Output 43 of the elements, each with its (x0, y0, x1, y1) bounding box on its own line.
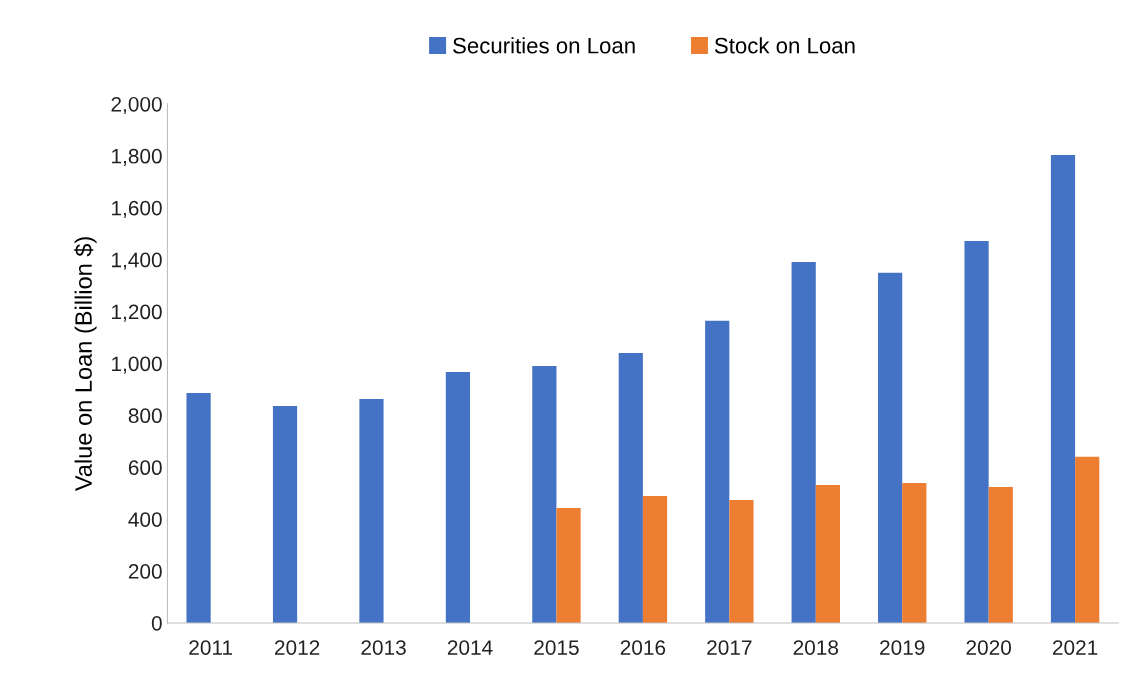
y-tick-label: 1,000 (112, 356, 162, 374)
x-tick-label: 2014 (447, 640, 493, 655)
y-tick-label: 200 (128, 564, 162, 579)
y-tick-label: 1,400 (112, 252, 162, 270)
bar (445, 372, 471, 623)
bar (815, 484, 840, 623)
x-tick-label: 2016 (620, 640, 666, 655)
x-tick-label: 2019 (880, 640, 925, 655)
x-tick-label: 2017 (707, 640, 752, 655)
bar (532, 366, 557, 623)
x-tick-label: 2011 (189, 640, 233, 655)
y-tick-label: 1,200 (112, 304, 162, 322)
y-tick-label: 2,000 (111, 96, 162, 115)
y-tick-label: 400 (128, 512, 162, 527)
y-tick-label: 800 (128, 408, 162, 424)
bar (186, 393, 211, 623)
bar (272, 406, 298, 623)
bar (642, 496, 668, 623)
legend-label: Stock on Loan (714, 37, 855, 54)
x-tick-label: 2013 (361, 640, 406, 655)
legend-label: Securities on Loan (453, 37, 635, 54)
bar (964, 240, 989, 623)
bar (556, 508, 581, 623)
bar (878, 272, 903, 623)
x-tick-label: 2020 (966, 640, 1012, 655)
y-tick-label: 600 (128, 460, 162, 476)
x-tick-label: 2021 (1052, 640, 1098, 655)
bar (618, 353, 643, 623)
bar (1050, 155, 1076, 623)
bar (729, 499, 754, 623)
x-tick-label: 2015 (534, 640, 579, 655)
y-tick-label: 0 (151, 615, 162, 631)
y-tick-label: 1,800 (112, 148, 162, 167)
x-tick-label: 2018 (793, 640, 839, 655)
bar (705, 320, 730, 623)
bar (988, 486, 1013, 623)
bar (791, 261, 816, 623)
y-tick-label: 1,600 (112, 200, 162, 218)
y-axis-title: Value on Loan (Billion $) (74, 237, 97, 492)
bar (902, 483, 927, 623)
bar (359, 398, 384, 623)
bar (1075, 456, 1100, 623)
x-tick-label: 2012 (275, 640, 320, 655)
